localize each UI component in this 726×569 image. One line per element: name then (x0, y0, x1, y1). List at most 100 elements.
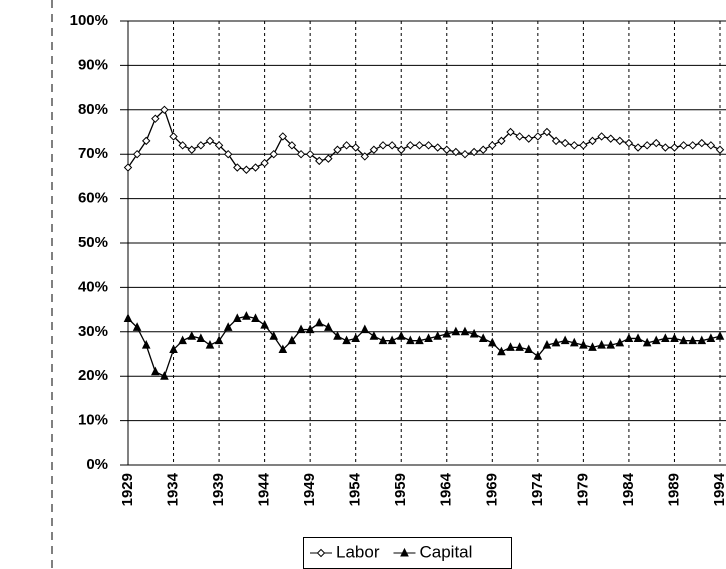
data-point (688, 335, 697, 345)
data-point (615, 337, 625, 347)
y-tick-label: 80% (78, 101, 108, 118)
data-point (533, 351, 543, 360)
x-tick-label: 1989 (665, 473, 682, 506)
x-tick-label: 1974 (529, 472, 546, 506)
data-point (424, 333, 433, 342)
data-point (415, 141, 424, 150)
data-point (697, 335, 707, 345)
data-point (442, 145, 451, 154)
data-point (141, 340, 151, 349)
data-point (433, 331, 442, 340)
data-point (214, 141, 224, 150)
data-point (497, 136, 506, 146)
data-point (506, 342, 515, 351)
data-point (424, 141, 433, 150)
data-point (560, 138, 570, 148)
data-point (706, 333, 716, 342)
data-point (187, 145, 196, 154)
y-tick-label: 70% (78, 145, 108, 162)
data-point (706, 141, 716, 150)
x-tick-label: 1984 (620, 472, 637, 506)
legend-label: Labor (336, 542, 380, 561)
data-point (697, 138, 706, 148)
data-point (515, 342, 524, 351)
data-point (661, 333, 670, 342)
data-point (579, 141, 588, 150)
data-point (378, 335, 388, 345)
data-point (451, 326, 461, 336)
y-tick-label: 100% (70, 12, 108, 29)
data-point (679, 335, 688, 345)
data-point (460, 326, 470, 336)
y-tick-label: 20% (78, 367, 108, 384)
data-point (688, 141, 697, 150)
y-tick-label: 50% (78, 234, 108, 251)
legend-label: Capital (419, 542, 472, 561)
data-point (187, 331, 197, 340)
data-point (360, 152, 370, 161)
data-point (305, 324, 315, 334)
y-tick-label: 10% (78, 412, 108, 429)
y-tick-label: 90% (78, 56, 108, 73)
data-point (670, 333, 679, 342)
data-point (278, 344, 288, 354)
data-point (406, 335, 415, 345)
data-point (524, 344, 534, 354)
data-point (606, 340, 616, 349)
data-point (533, 132, 543, 141)
data-point (214, 335, 224, 345)
data-point (287, 141, 297, 150)
data-point (642, 337, 652, 347)
data-point (588, 136, 597, 146)
data-point (196, 141, 206, 150)
x-tick-label: 1954 (347, 472, 364, 506)
y-tick-label: 60% (78, 190, 108, 207)
data-point (351, 143, 360, 152)
data-point (606, 134, 615, 143)
data-point (360, 324, 370, 334)
data-point (651, 335, 661, 345)
data-point (397, 145, 406, 154)
data-point (542, 127, 552, 137)
data-point (278, 132, 288, 141)
x-tick-label: 1959 (392, 473, 409, 506)
data-point (551, 136, 561, 146)
data-point (679, 141, 688, 150)
data-point (269, 149, 278, 159)
data-point (324, 154, 333, 163)
data-point (232, 313, 242, 322)
data-point (132, 149, 142, 159)
data-point (196, 333, 206, 342)
data-point (132, 322, 142, 331)
data-point (524, 134, 533, 143)
data-point (142, 136, 151, 146)
data-point (333, 331, 342, 340)
data-point (351, 333, 361, 342)
data-point (515, 132, 524, 141)
data-point (269, 331, 279, 340)
data-point (406, 141, 415, 150)
data-point (433, 143, 442, 152)
data-point (715, 145, 725, 154)
data-point (169, 132, 178, 141)
data-point (615, 136, 625, 146)
data-point (369, 145, 379, 154)
data-point (178, 141, 187, 150)
x-tick-label: 1939 (210, 473, 227, 506)
data-point (624, 333, 634, 342)
data-point (551, 337, 561, 347)
data-point (588, 342, 597, 351)
data-point (633, 143, 643, 152)
data-point (715, 331, 725, 340)
data-point (497, 346, 506, 356)
data-point (233, 163, 242, 172)
data-point (442, 328, 452, 338)
data-point (570, 141, 579, 150)
x-tick-label: 1929 (119, 473, 136, 506)
data-point (205, 136, 215, 146)
data-point (251, 313, 260, 322)
series-line (127, 108, 721, 171)
x-tick-label: 1969 (483, 473, 500, 506)
data-point (223, 149, 233, 159)
